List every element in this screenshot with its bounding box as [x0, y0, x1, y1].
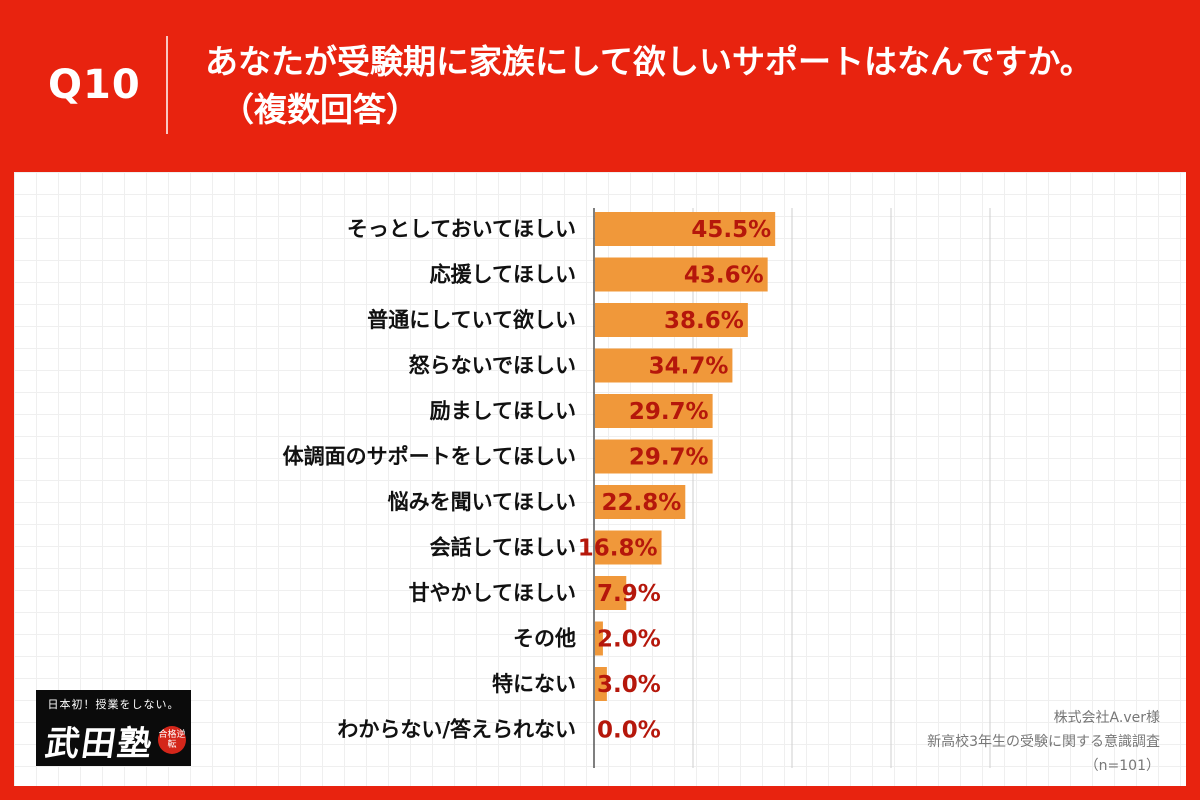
bar [595, 439, 713, 474]
bar [595, 212, 776, 246]
value-label: 29.7% [629, 445, 709, 471]
header: Q10 あなたが受験期に家族にして欲しいサポートはなんですか。 （複数回答） [0, 0, 1200, 170]
source-company: 株式会社A.ver様 [1053, 710, 1160, 726]
category-label: 会話してほしい [430, 536, 576, 560]
bar [595, 485, 686, 519]
value-label: 2.0% [597, 627, 661, 653]
value-label: 34.7% [649, 354, 729, 380]
value-label: 3.0% [597, 672, 661, 698]
category-label: その他 [513, 627, 576, 651]
question-number: Q10 [48, 62, 141, 108]
bar [595, 394, 713, 428]
question-line-1: あなたが受験期に家族にして欲しいサポートはなんですか。 [205, 42, 1093, 81]
category-label: 甘やかしてほしい [409, 581, 576, 605]
logo-brand: 武田塾 [42, 724, 157, 764]
header-divider [166, 36, 168, 134]
value-label: 16.8% [578, 536, 658, 562]
value-label: 7.9% [597, 581, 661, 607]
source-survey: 新高校3年生の受験に関する意識調査 [927, 734, 1160, 750]
category-label: 体調面のサポートをしてほしい [283, 445, 576, 469]
question-line-2: （複数回答） [221, 90, 419, 129]
chart-panel: そっとしておいてほしい 45.5% 応援してほしい 43.6% 普通にしていて欲しい 38… [14, 172, 1186, 786]
category-label: 応援してほしい [430, 263, 576, 287]
category-label: 普通にしていて欲しい [367, 308, 576, 332]
bar-chart: そっとしておいてほしい 45.5% 応援してほしい 43.6% 普通にしていて欲しい 38… [283, 208, 991, 768]
value-label: 38.6% [664, 308, 744, 334]
category-label: 特にない [492, 672, 576, 696]
bar [595, 621, 603, 656]
source-note: 株式会社A.ver様 新高校3年生の受験に関する意識調査 （n=101） [927, 706, 1160, 778]
logo-seal: 合格逆転 [158, 726, 186, 754]
bar [595, 303, 748, 337]
bar [595, 530, 662, 565]
bar [595, 348, 733, 383]
logo-tagline: 日本初！授業をしない。 [47, 698, 180, 711]
value-label: 22.8% [601, 490, 681, 516]
bar [595, 257, 768, 292]
question-text: あなたが受験期に家族にして欲しいサポートはなんですか。 （複数回答） [205, 38, 1185, 134]
value-label: 29.7% [629, 399, 709, 425]
category-label: わからない/答えられない [337, 718, 576, 742]
category-label: 悩みを聞いてほしい [388, 490, 576, 514]
value-label: 45.5% [691, 217, 771, 243]
bar [595, 576, 627, 610]
logo: 日本初！授業をしない。 武田塾 合格逆転 [36, 690, 191, 766]
bar [595, 667, 607, 701]
value-label: 0.0% [597, 718, 661, 744]
category-label: 怒らないでほしい [409, 354, 576, 378]
value-label: 43.6% [684, 263, 764, 289]
category-label: そっとしておいてほしい [347, 217, 576, 241]
category-label: 励ましてほしい [430, 399, 576, 423]
source-sample: （n=101） [1084, 758, 1160, 774]
